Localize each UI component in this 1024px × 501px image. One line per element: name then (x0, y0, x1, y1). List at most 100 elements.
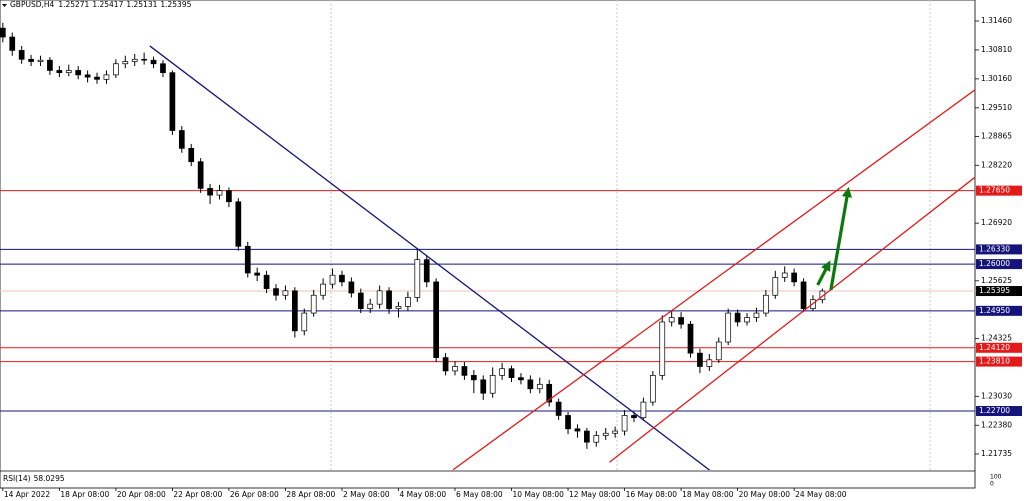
candle-body (631, 415, 637, 419)
candle-body (518, 377, 524, 381)
y-tick-label: 1.28220 (981, 160, 1012, 169)
candle-body (386, 290, 392, 309)
level-box (976, 342, 1022, 353)
x-tick-label: 14 Apr 2022 (4, 490, 51, 499)
candle-body (141, 58, 147, 61)
level-label: 1.27650 (979, 186, 1010, 195)
candle-body (301, 312, 308, 332)
level-box (976, 259, 1022, 270)
candle-body (621, 415, 628, 432)
level-box (976, 305, 1022, 316)
candle-body (84, 74, 91, 78)
levels (0, 190, 975, 412)
y-tick-label: 1.25625 (981, 276, 1012, 285)
candle-body (244, 245, 251, 274)
candle-body (584, 430, 590, 443)
x-tick-label: 22 Apr 08:00 (173, 490, 222, 499)
trendline (149, 45, 711, 470)
arrow (816, 260, 831, 286)
candle-body (442, 357, 449, 372)
candle-body (122, 61, 129, 65)
candles (0, 22, 826, 449)
candle-body (781, 272, 788, 278)
candle-body (405, 297, 411, 307)
level-label: 1.26000 (979, 259, 1010, 268)
candle-body (423, 259, 430, 283)
level-label: 1.24950 (979, 306, 1010, 315)
x-tick-label: 18 Apr 08:00 (60, 490, 109, 499)
candle-body (433, 281, 440, 358)
candle-body (452, 366, 458, 372)
candle-body (329, 274, 336, 285)
candle-body (216, 190, 223, 196)
candle-body (499, 368, 505, 376)
candle-body (28, 58, 34, 62)
candle-body (546, 383, 553, 403)
candle-body (113, 63, 119, 76)
y-tick-label: 1.21735 (981, 449, 1012, 458)
level-box (976, 185, 1022, 196)
candle-body (536, 383, 543, 390)
candle-body (56, 70, 63, 74)
candle-body (9, 36, 16, 51)
candle-body (37, 59, 44, 62)
x-tick-label: 26 Apr 08:00 (230, 490, 279, 499)
candle-body (103, 74, 110, 80)
candle-body (414, 259, 421, 298)
candle-body (94, 76, 100, 80)
x-tick-label: 20 May 08:00 (739, 490, 791, 499)
y-tick-label: 1.30810 (981, 45, 1012, 54)
candle-body (18, 50, 25, 60)
candle-body (697, 352, 703, 367)
candle-body (527, 379, 534, 390)
x-tick-label: 28 Apr 08:00 (286, 490, 335, 499)
candle-body (489, 375, 496, 394)
candle-body (593, 435, 600, 443)
candle-body (659, 321, 666, 376)
candle-body (678, 317, 684, 325)
close: 1.25395 (160, 0, 191, 9)
level-box (976, 406, 1022, 417)
candle-body (357, 292, 364, 309)
x-tick-label: 12 May 08:00 (569, 490, 621, 499)
candle-body (555, 401, 562, 416)
x-tick-label: 2 May 08:00 (343, 490, 390, 499)
candle-body (273, 288, 279, 296)
candle-body (207, 188, 213, 196)
x-tick-label: 10 May 08:00 (513, 490, 565, 499)
candle-body (282, 290, 289, 296)
indicator-tick: 0 (990, 481, 994, 488)
candle-body (668, 317, 675, 323)
open: 1.25271 (58, 0, 89, 9)
level-label: 1.22700 (979, 406, 1010, 415)
candle-body (320, 283, 326, 296)
candle-body (744, 317, 750, 323)
candle-body (0, 27, 6, 38)
low: 1.25131 (126, 0, 157, 9)
candle-body (753, 312, 760, 318)
candle-body (339, 274, 345, 283)
drawings (149, 45, 975, 470)
level-box (976, 356, 1022, 367)
x-tick-label: 6 May 08:00 (456, 490, 503, 499)
high: 1.25417 (92, 0, 123, 9)
candle-body (254, 272, 261, 276)
trendline (609, 176, 975, 463)
y-tick-label: 1.24325 (981, 334, 1012, 343)
candle-body (725, 312, 732, 343)
y-tick-label: 1.22380 (981, 420, 1012, 429)
indicator-name: RSI(14) (3, 474, 31, 483)
candle-body (292, 290, 298, 332)
candle-body (602, 432, 609, 436)
candle-body (395, 306, 402, 309)
x-tick-label: 24 May 08:00 (795, 490, 847, 499)
level-label: 1.26330 (979, 244, 1010, 253)
candle-body (763, 294, 769, 314)
y-tick-label: 1.26920 (981, 218, 1012, 227)
candle-body (461, 366, 468, 376)
candle-body (612, 430, 618, 434)
y-tick-label: 1.31460 (981, 16, 1012, 25)
candle-body (235, 201, 242, 247)
x-tick-label: 18 May 08:00 (682, 490, 734, 499)
x-tick-label: 4 May 08:00 (399, 490, 446, 499)
